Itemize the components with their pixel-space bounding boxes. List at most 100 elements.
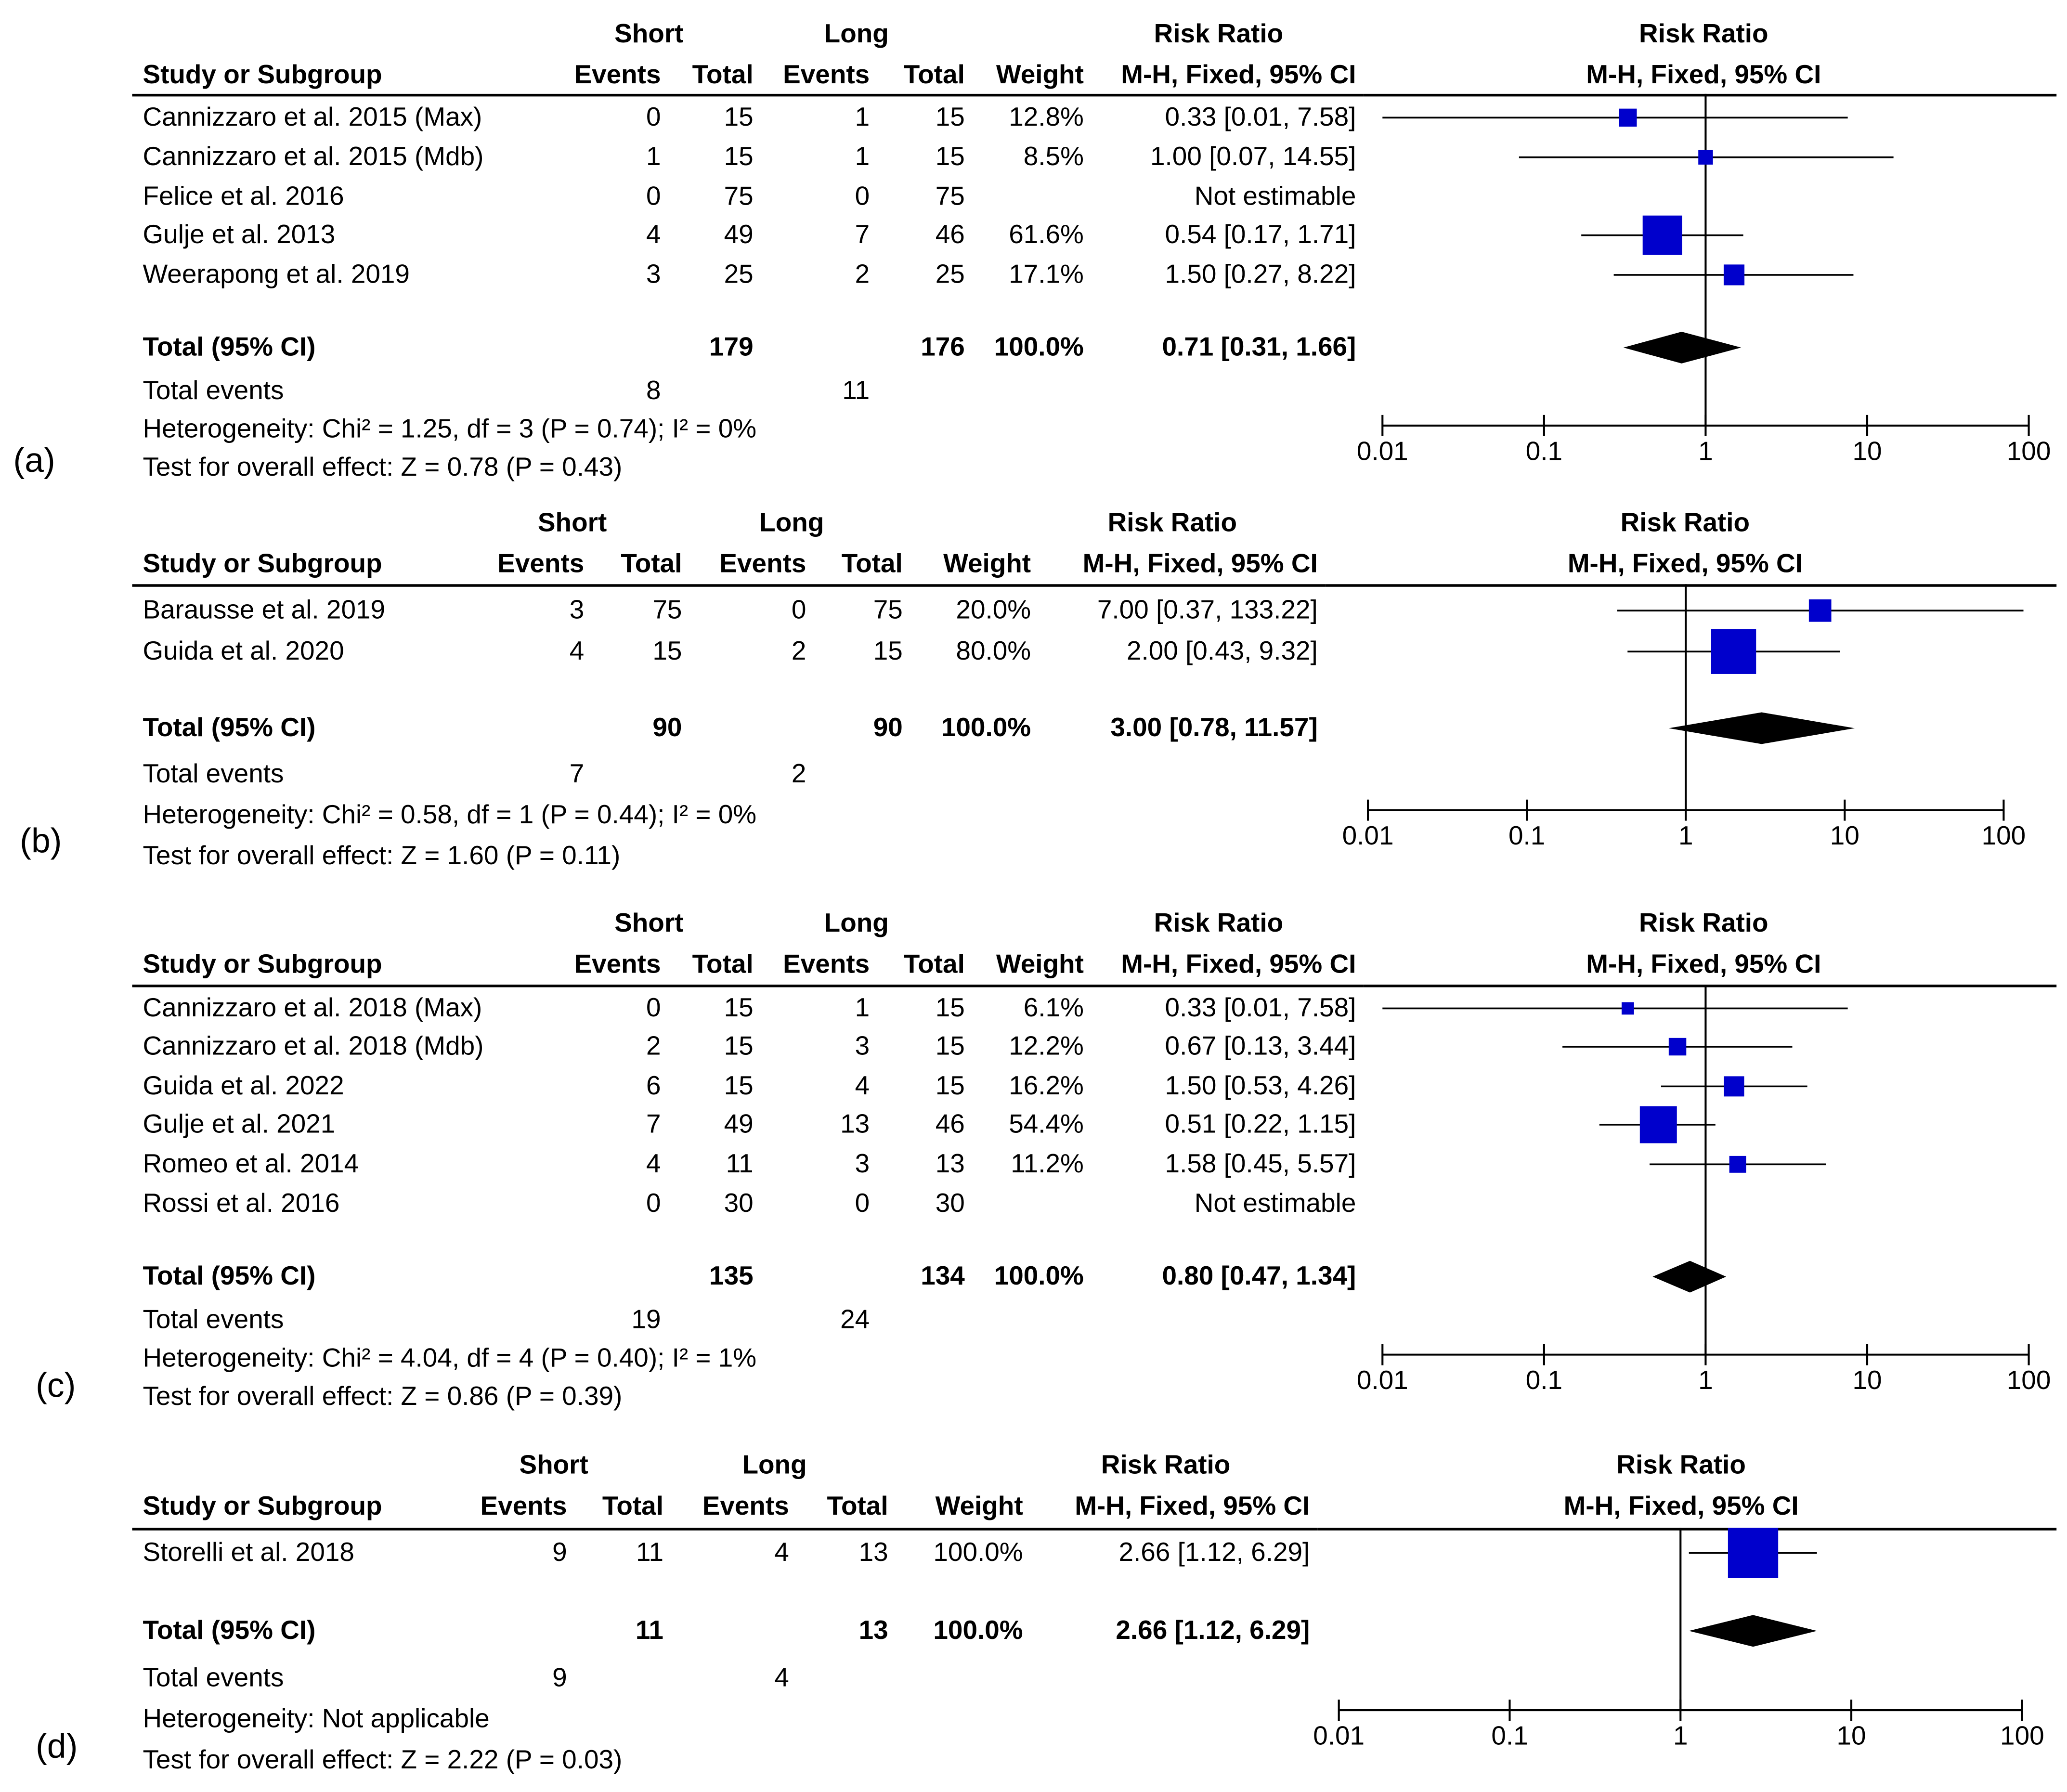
- study-total1: 11: [726, 1150, 754, 1179]
- study-ci: 0.51 [0.22, 1.15]: [1165, 1110, 1356, 1140]
- study-total1: 30: [724, 1189, 754, 1219]
- x-tick-label: 0.01: [1313, 1720, 1365, 1750]
- study-ci: 0.67 [0.13, 3.44]: [1165, 1032, 1356, 1062]
- study-weight: 54.4%: [1009, 1110, 1084, 1140]
- header-risk-ratio: Risk Ratio: [1107, 508, 1237, 538]
- study-events2: 1: [855, 143, 870, 172]
- study-point: [1808, 599, 1832, 622]
- x-tick-label: 100: [2000, 1720, 2044, 1750]
- header-total1: Total: [692, 61, 754, 90]
- total-label: Total (95% CI): [143, 1262, 316, 1291]
- study-total1: 15: [724, 143, 754, 172]
- study-total1: 75: [652, 596, 682, 625]
- total-events-label: Total events: [143, 1663, 284, 1693]
- study-name: Guida et al. 2022: [143, 1072, 344, 1101]
- header-study: Study or Subgroup: [143, 1492, 382, 1521]
- study-total1: 15: [652, 637, 682, 666]
- study-weight: 100.0%: [933, 1538, 1023, 1568]
- study-weight: 12.8%: [1009, 103, 1084, 132]
- total-diamond: [1689, 1615, 1817, 1647]
- study-point: [1639, 1106, 1677, 1143]
- study-total2: 25: [935, 260, 965, 290]
- header-events2: Events: [719, 549, 806, 579]
- study-total1: 25: [724, 260, 754, 290]
- study-total1: 49: [724, 221, 754, 250]
- study-ci: 0.54 [0.17, 1.71]: [1165, 221, 1356, 250]
- x-tick-label: 0.1: [1508, 820, 1545, 850]
- study-events1: 1: [646, 143, 661, 172]
- study-events1: 6: [646, 1072, 661, 1101]
- study-name: Gulje et al. 2013: [143, 221, 336, 250]
- total-events1: 9: [552, 1663, 567, 1693]
- study-total2: 15: [935, 994, 965, 1023]
- study-events1: 0: [646, 1189, 661, 1219]
- study-total1: 11: [636, 1538, 663, 1568]
- study-ci: 1.58 [0.45, 5.57]: [1165, 1150, 1356, 1179]
- header-plot-method: M-H, Fixed, 95% CI: [1567, 549, 1803, 579]
- header-events2: Events: [783, 950, 870, 980]
- forest-plot: 0.01 0.1 1 10 100: [1357, 93, 2051, 466]
- header-weight: Weight: [996, 950, 1084, 980]
- study-total2: 46: [935, 1110, 965, 1140]
- header-rule: [132, 1528, 1318, 1531]
- header-rule: [132, 584, 1326, 587]
- study-total1: 15: [724, 1032, 754, 1062]
- total-ci: 0.71 [0.31, 1.66]: [1162, 333, 1356, 363]
- study-total2: 46: [935, 221, 965, 250]
- study-total1: 15: [724, 1072, 754, 1101]
- header-risk-ratio: Risk Ratio: [1154, 909, 1284, 938]
- total-events2: 24: [840, 1306, 870, 1335]
- total-weight: 100.0%: [941, 714, 1031, 743]
- study-total2: 15: [873, 637, 903, 666]
- total-diamond: [1623, 331, 1742, 364]
- header-weight: Weight: [996, 61, 1084, 90]
- study-weight: 8.5%: [1023, 143, 1084, 172]
- header-group1: Short: [614, 20, 684, 49]
- x-tick-label: 0.1: [1526, 436, 1562, 466]
- total-total1: 135: [709, 1262, 754, 1291]
- overall-effect-text: Test for overall effect: Z = 0.86 (P = 0…: [143, 1382, 623, 1412]
- x-tick-label: 100: [2007, 1365, 2051, 1395]
- study-total2: 13: [858, 1538, 888, 1568]
- panel-label: (b): [20, 820, 62, 860]
- study-ci: 1.50 [0.53, 4.26]: [1165, 1072, 1356, 1101]
- study-ci: 0.33 [0.01, 7.58]: [1165, 994, 1356, 1023]
- header-plot-method: M-H, Fixed, 95% CI: [1586, 61, 1821, 90]
- study-events2: 1: [855, 994, 870, 1023]
- study-weight: 80.0%: [956, 637, 1031, 666]
- x-tick-label: 0.1: [1526, 1365, 1562, 1395]
- forest-plot: 0.01 0.1 1 10 100: [1313, 1528, 2044, 1750]
- header-method: M-H, Fixed, 95% CI: [1082, 549, 1318, 579]
- x-tick-label: 10: [1830, 820, 1859, 850]
- header-events1: Events: [574, 950, 661, 980]
- total-total1: 90: [652, 714, 682, 743]
- study-point: [1723, 264, 1745, 286]
- overall-effect-text: Test for overall effect: Z = 1.60 (P = 0…: [143, 842, 621, 871]
- study-ci: Not estimable: [1194, 182, 1356, 212]
- panel-label: (a): [13, 440, 55, 480]
- study-total2: 75: [873, 596, 903, 625]
- total-events1: 7: [569, 760, 585, 789]
- study-name: Rossi et al. 2016: [143, 1189, 340, 1219]
- heterogeneity-text: Heterogeneity: Chi² = 1.25, df = 3 (P = …: [143, 415, 757, 444]
- study-name: Storelli et al. 2018: [143, 1538, 354, 1568]
- total-total1: 11: [635, 1616, 663, 1646]
- header-risk-ratio: Risk Ratio: [1154, 20, 1284, 49]
- header-group1: Short: [614, 909, 684, 938]
- study-name: Felice et al. 2016: [143, 182, 344, 212]
- study-total2: 15: [935, 143, 965, 172]
- header-weight: Weight: [943, 549, 1031, 579]
- total-ci: 3.00 [0.78, 11.57]: [1110, 714, 1318, 743]
- total-events2: 4: [774, 1663, 789, 1693]
- study-ci: 2.00 [0.43, 9.32]: [1126, 637, 1318, 666]
- total-weight: 100.0%: [994, 1262, 1084, 1291]
- study-events2: 0: [855, 1189, 870, 1219]
- study-events1: 4: [569, 637, 585, 666]
- study-events1: 4: [646, 1150, 661, 1179]
- forest-panel-b: (b) Short Long Risk Ratio Risk Ratio Study or…: [0, 489, 2067, 883]
- study-events1: 4: [646, 221, 661, 250]
- x-tick-label: 0.01: [1357, 1365, 1408, 1395]
- x-tick-label: 100: [2007, 436, 2051, 466]
- study-events1: 0: [646, 103, 661, 132]
- study-events2: 13: [840, 1110, 870, 1140]
